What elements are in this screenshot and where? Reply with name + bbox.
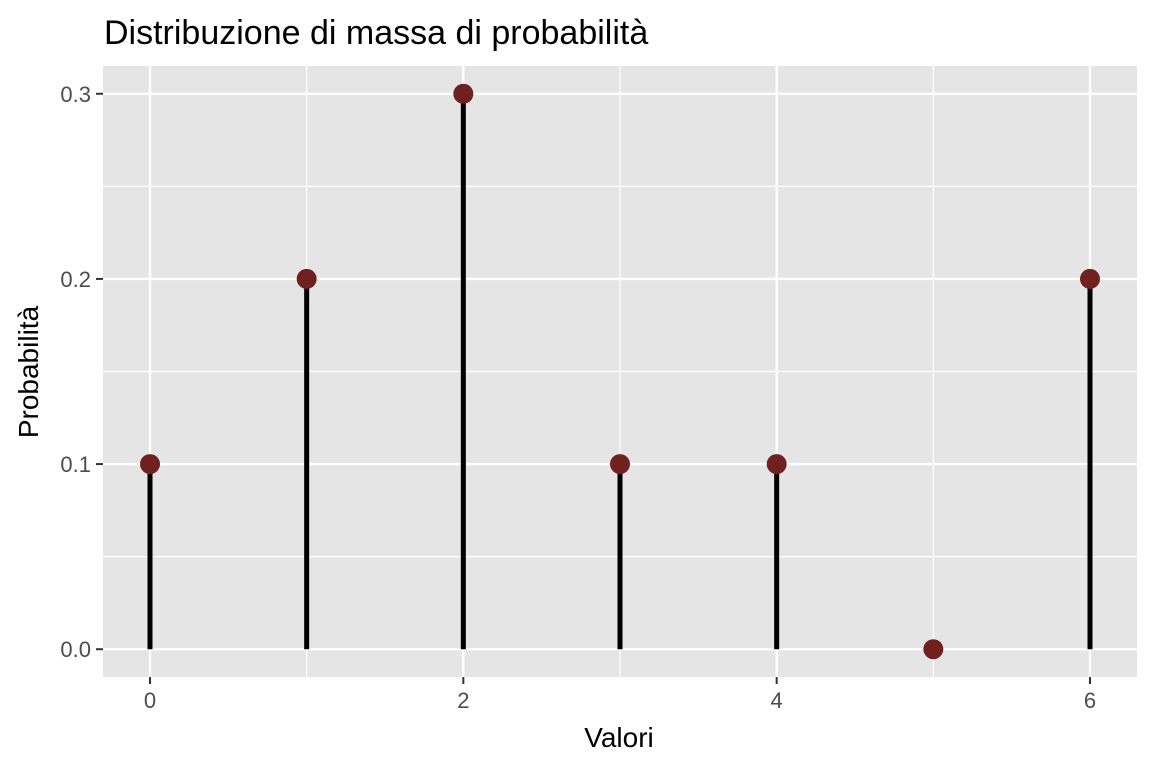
data-point bbox=[610, 454, 630, 475]
x-axis: 0 2 4 6 bbox=[144, 677, 1096, 713]
y-tick-label: 0.0 bbox=[60, 637, 91, 662]
y-axis: 0.0 0.1 0.2 0.3 bbox=[60, 82, 103, 662]
y-tick-label: 0.3 bbox=[60, 82, 91, 107]
data-point bbox=[1080, 268, 1100, 289]
stems bbox=[147, 93, 1093, 650]
minor-gridlines bbox=[103, 66, 1137, 677]
x-tick-label: 6 bbox=[1084, 688, 1096, 713]
data-point bbox=[766, 454, 787, 475]
data-point bbox=[453, 83, 474, 104]
x-tick-label: 4 bbox=[771, 688, 783, 713]
data-point bbox=[296, 268, 317, 289]
y-axis-title: Probabilità bbox=[13, 305, 44, 438]
data-point bbox=[140, 454, 160, 475]
x-tick-label: 2 bbox=[457, 688, 469, 713]
points bbox=[140, 83, 1100, 660]
y-tick-label: 0.2 bbox=[60, 267, 91, 292]
y-tick-label: 0.1 bbox=[60, 452, 91, 477]
data-point bbox=[923, 639, 944, 660]
x-axis-title: Valori bbox=[584, 722, 654, 753]
x-tick-label: 0 bbox=[144, 688, 156, 713]
chart-title: Distribuzione di massa di probabilità bbox=[104, 14, 648, 52]
